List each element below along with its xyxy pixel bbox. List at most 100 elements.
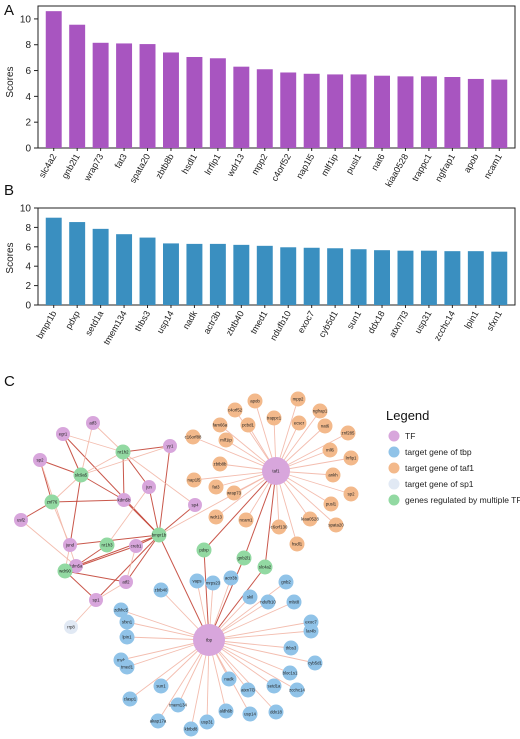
node-tmem134: tmem134 [169,697,188,713]
node-gnb2: gnb2 [278,574,294,590]
node-circle [240,417,256,433]
node-circle [186,472,202,488]
edge-tbp-clasp1 [129,639,210,700]
node-label: zbtb40 [155,588,169,593]
node-label: pcbd1 [242,423,254,428]
edge-jund-bmpr1b [69,534,160,546]
panel-b-y-tick-label: 0 [25,301,31,312]
node-circle [185,429,201,445]
legend-marker-tf [388,430,400,442]
node-c6orf130: c6orf130 [271,519,288,535]
edge-egr1-bmpr1b [62,433,160,536]
panel-a-label: A [4,2,14,19]
node-label: c4orf52 [228,408,243,413]
edge-sp4-bmpr1b [158,504,196,536]
panel-a-bar-wdr13 [233,66,250,148]
panel-a-category-label-lrrfip1: lrrfip1 [203,152,223,176]
node-nadk: nadk [221,671,237,687]
node-taf1: taf1 [262,457,290,485]
edge-tbp-exoc7 [208,621,312,641]
node-label: znf76 [47,500,58,505]
node-label: sfxn1 [122,620,133,625]
panel-a-category-label-c4orf52: c4orf52 [269,152,293,183]
node-cyb5d1: cyb5d1 [307,655,323,671]
node-circle [227,402,243,418]
node-circle [240,682,256,698]
edge-tbp-cyb5d1 [208,639,316,664]
node-circle [151,527,167,543]
panel-a-category-label-ncam1: ncam1 [482,152,504,180]
panel-b-bar-tmem134 [116,234,133,305]
node-ddx18: ddx18 [268,704,284,720]
node-label: bloc1s1 [283,671,298,676]
node-gnb2l1: gnb2l1 [236,550,252,566]
node-label: rrp8 [67,625,75,630]
node-jun: jun [142,480,156,494]
node-circle [262,457,290,485]
node-label: mpp2 [293,397,304,402]
node-circle [183,721,199,737]
panel-b-bar-usp14 [163,243,179,305]
panel-a-bar-pusl1 [350,74,367,148]
node-label: c6orf130 [271,525,288,530]
panel-b-y-tick-label: 4 [25,262,31,273]
node-label: atf2 [122,580,130,585]
legend-label-taf1: target gene of taf1 [405,463,474,473]
node-circle [89,593,103,607]
node-circle [69,559,83,573]
node-clasp1: clasp1 [122,691,138,707]
node-circle [163,439,177,453]
legend-label-tbp: target gene of tbp [405,447,472,457]
node-label: c16orf88 [185,435,202,440]
node-label: wdr13 [210,515,222,520]
node-label: cyb5d1 [308,661,322,666]
node-hsdl1: hsdl1 [289,536,305,552]
edge-kdm5b-nr1h2 [122,451,125,501]
node-label: hsdl1 [292,542,303,547]
node-label: kiaa0528 [301,517,319,522]
node-circle [343,486,359,502]
node-label: akap17a [150,719,167,724]
node-usp14: usp14 [242,706,258,722]
edge-tbp-lar4b [208,630,312,641]
node-circle [189,573,205,589]
panel-a-plot-frame [37,5,516,149]
panel-a-bar-spata20 [139,44,156,148]
node-ndufb10: ndufb10 [260,594,276,610]
panel-a-category-label-gnb2l1: gnb2l1 [60,152,82,180]
panel-b-bar-lpin1 [467,251,484,305]
panel-a-bar-lrrfip1 [209,58,226,149]
node-trappc1: trappc1 [266,410,282,426]
node-slc4a2: slc4a2 [257,559,273,575]
node-zbtb8b: zbtb8b [212,456,228,472]
panel-b-bar-ndufb10 [280,247,297,305]
edge-kdm5a-bmpr1b [75,534,160,567]
panel-b-category-label-pdxp: pdxp [63,309,81,331]
panel-a-bar-nat6 [374,75,390,148]
panel-a-bar-wrap73 [92,42,109,148]
node-circle [238,512,254,528]
panel-b-category-label-zbtb40: zbtb40 [224,309,246,337]
node-label: mlf1ip [220,438,232,443]
node-circle [312,403,328,419]
node-circle [153,678,169,694]
node-circle [290,391,306,407]
panel-a-bar-hsdl1 [186,56,203,149]
node-label: ddx18 [270,710,282,715]
node-circle [260,594,276,610]
node-circle [117,493,131,507]
node-circle [307,655,323,671]
node-circle [322,442,338,458]
node-circle [63,538,77,552]
panel-a-bar-apob [467,78,484,148]
panel-a-y-tick-label: 8 [25,40,31,51]
panel-b-bar-zbtb40 [233,244,250,305]
node-circle [193,624,225,656]
panel-b-bar-bmpr1b [45,217,62,305]
panel-b-category-label-ddx18: ddx18 [366,309,387,335]
edge-yy1-slc9a5 [80,445,171,476]
node-circle [86,416,100,430]
node-circle [283,640,299,656]
node-circle [119,629,135,645]
